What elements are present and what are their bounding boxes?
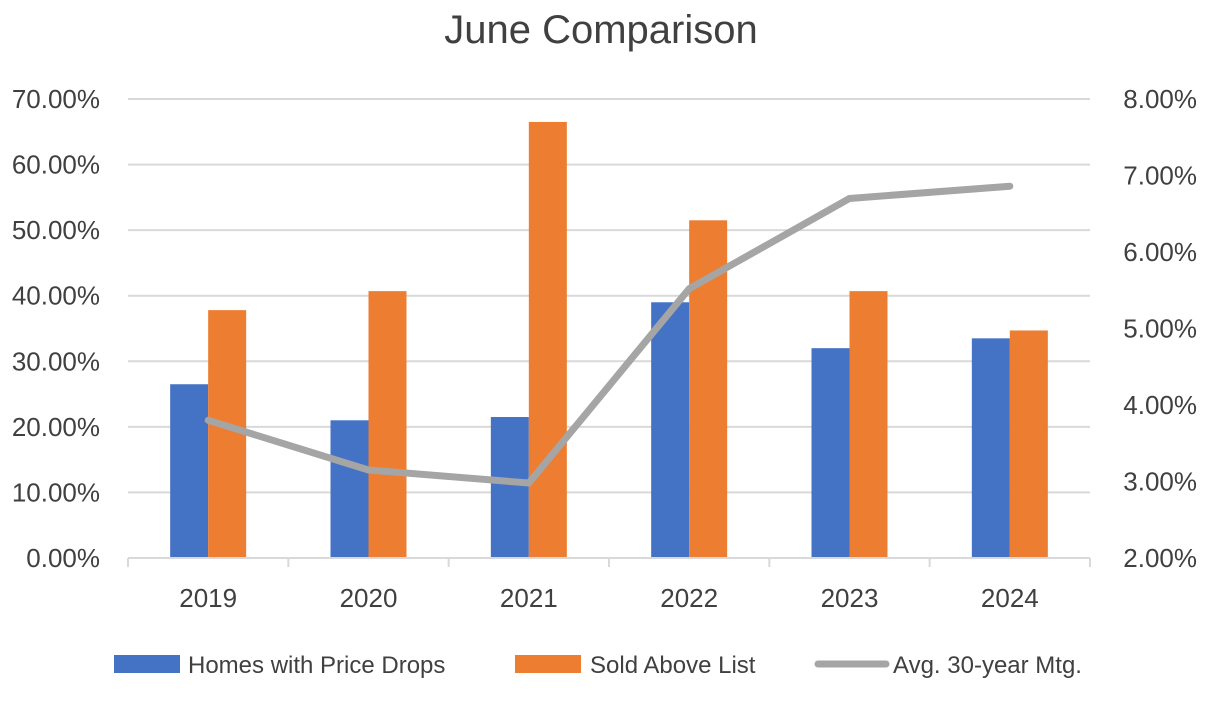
bar-homes-with-price-drops-2022 [651,302,690,558]
bar-sold-above-list-2023 [849,291,888,558]
legend-swatch-homes-with-price-drops [114,655,180,673]
right-tick-label: 6.00% [1123,237,1197,267]
left-tick-label: 50.00% [12,215,100,245]
category-label: 2019 [179,583,237,613]
category-label: 2021 [500,583,558,613]
bar-homes-with-price-drops-2023 [811,348,850,558]
bar-sold-above-list-2024 [1009,330,1048,558]
chart-title: June Comparison [444,8,758,52]
left-tick-label: 30.00% [12,346,100,376]
left-tick-label: 40.00% [12,281,100,311]
bar-homes-with-price-drops-2021 [490,417,529,558]
gridlines [128,98,1090,494]
right-tick-label: 7.00% [1123,161,1197,191]
right-tick-label: 2.00% [1123,543,1197,573]
legend-label-sold-above-list: Sold Above List [590,652,756,679]
bar-sold-above-list-2019 [208,310,247,558]
left-tick-label: 0.00% [26,543,100,573]
right-tick-label: 3.00% [1123,467,1197,497]
category-label: 2023 [821,583,879,613]
legend-label-avg-30-year-mtg-: Avg. 30-year Mtg. [893,652,1082,679]
bar-homes-with-price-drops-2024 [971,338,1010,558]
category-label: 2022 [660,583,718,613]
legend-swatch-sold-above-list [515,655,581,673]
left-tick-label: 10.00% [12,477,100,507]
bar-homes-with-price-drops-2020 [330,420,369,558]
category-label: 2024 [981,583,1039,613]
left-axis-ticks: 0.00% 10.00% 20.00% 30.00% 40.00% 50.00% 60.00… [12,84,100,573]
legend: Homes with Price Drops Sold Above List Avg… [114,652,1082,679]
left-tick-label: 60.00% [12,150,100,180]
left-tick-label: 20.00% [12,412,100,442]
line-series [204,182,1014,487]
right-tick-label: 5.00% [1123,314,1197,344]
bar-sold-above-list-2020 [368,291,407,558]
category-label: 2020 [340,583,398,613]
bar-sold-above-list-2021 [528,121,567,558]
bar-series [170,121,1048,559]
right-axis-ticks: 2.00% 3.00% 4.00% 5.00% 6.00% 7.00% 8.00% [1123,84,1197,573]
left-tick-label: 70.00% [12,84,100,114]
line-avg-30-year-mtg- [204,182,1014,487]
right-tick-label: 8.00% [1123,84,1197,114]
bar-homes-with-price-drops-2019 [170,384,209,558]
right-tick-label: 4.00% [1123,390,1197,420]
legend-label-homes-with-price-drops: Homes with Price Drops [188,652,445,679]
x-axis: 2019 2020 2021 2022 2023 2024 [127,557,1091,613]
